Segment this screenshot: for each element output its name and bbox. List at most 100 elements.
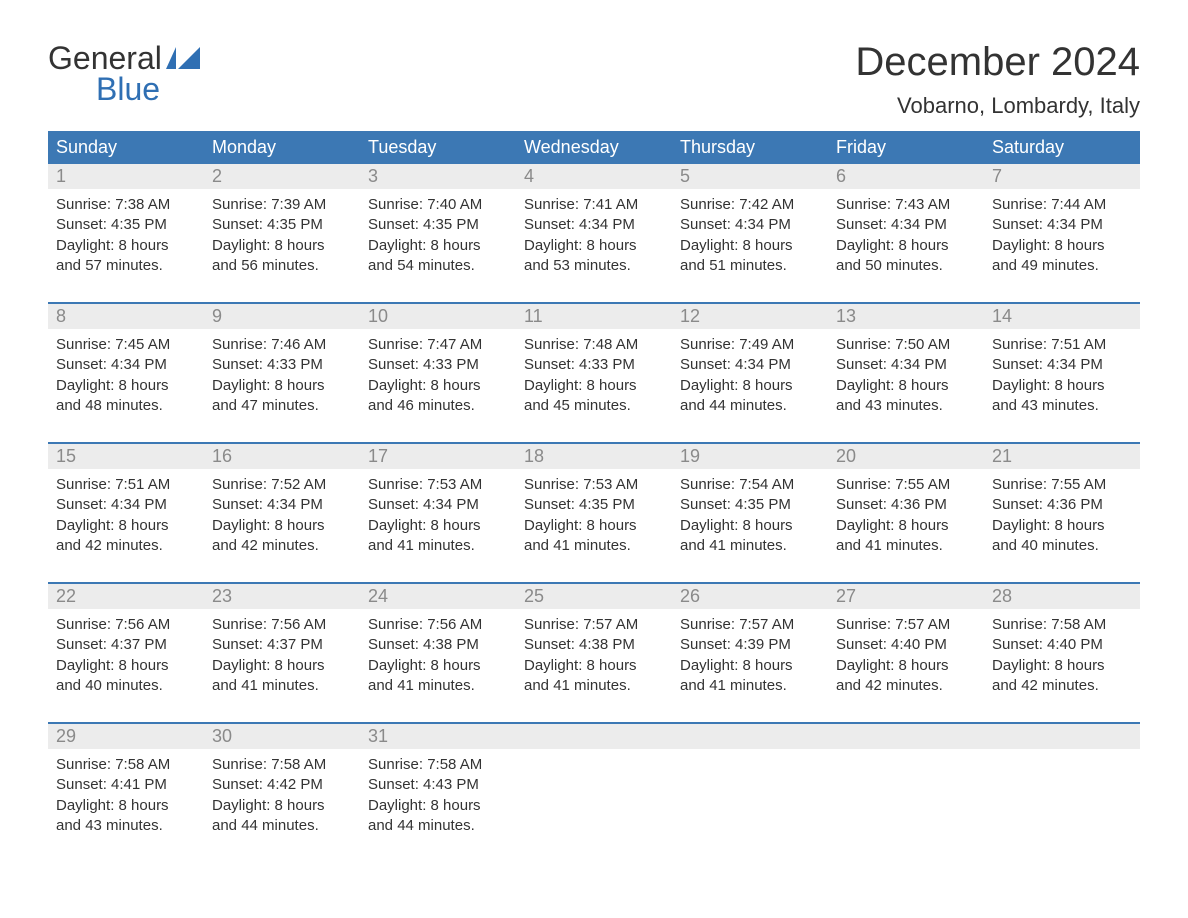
- day-body: Sunrise: 7:51 AMSunset: 4:34 PMDaylight:…: [48, 469, 204, 564]
- day-number: 15: [48, 444, 204, 469]
- day-number-row: 12: [672, 304, 828, 329]
- day-number-row: [828, 724, 984, 749]
- weekday-header: Tuesday: [360, 131, 516, 164]
- day-number: 26: [672, 584, 828, 609]
- day-number-row: 22: [48, 584, 204, 609]
- day-body: Sunrise: 7:50 AMSunset: 4:34 PMDaylight:…: [828, 329, 984, 424]
- daylight-line2: and 44 minutes.: [368, 816, 508, 836]
- daylight-line1: Daylight: 8 hours: [56, 796, 196, 816]
- daylight-line2: and 42 minutes.: [212, 536, 352, 556]
- calendar-day: 30Sunrise: 7:58 AMSunset: 4:42 PMDayligh…: [204, 724, 360, 844]
- day-number-row: 2: [204, 164, 360, 189]
- sunset-line: Sunset: 4:41 PM: [56, 775, 196, 795]
- sunset-line: Sunset: 4:36 PM: [992, 495, 1132, 515]
- day-number-row: 3: [360, 164, 516, 189]
- daylight-line2: and 43 minutes.: [56, 816, 196, 836]
- daylight-line1: Daylight: 8 hours: [680, 656, 820, 676]
- daylight-line1: Daylight: 8 hours: [836, 376, 976, 396]
- day-number: 27: [828, 584, 984, 609]
- daylight-line1: Daylight: 8 hours: [368, 656, 508, 676]
- day-number: 28: [984, 584, 1140, 609]
- sunset-line: Sunset: 4:42 PM: [212, 775, 352, 795]
- sunrise-line: Sunrise: 7:57 AM: [680, 615, 820, 635]
- day-body: Sunrise: 7:55 AMSunset: 4:36 PMDaylight:…: [984, 469, 1140, 564]
- sunrise-line: Sunrise: 7:46 AM: [212, 335, 352, 355]
- daylight-line2: and 44 minutes.: [680, 396, 820, 416]
- daylight-line2: and 41 minutes.: [680, 536, 820, 556]
- sunrise-line: Sunrise: 7:53 AM: [524, 475, 664, 495]
- sunrise-line: Sunrise: 7:47 AM: [368, 335, 508, 355]
- day-body: Sunrise: 7:51 AMSunset: 4:34 PMDaylight:…: [984, 329, 1140, 424]
- daylight-line2: and 44 minutes.: [212, 816, 352, 836]
- sunrise-line: Sunrise: 7:45 AM: [56, 335, 196, 355]
- day-body: Sunrise: 7:44 AMSunset: 4:34 PMDaylight:…: [984, 189, 1140, 284]
- calendar-day: [984, 724, 1140, 844]
- daylight-line2: and 42 minutes.: [992, 676, 1132, 696]
- daylight-line1: Daylight: 8 hours: [56, 656, 196, 676]
- calendar-day: 4Sunrise: 7:41 AMSunset: 4:34 PMDaylight…: [516, 164, 672, 284]
- sunrise-line: Sunrise: 7:58 AM: [368, 755, 508, 775]
- day-body: Sunrise: 7:46 AMSunset: 4:33 PMDaylight:…: [204, 329, 360, 424]
- brand-word2: Blue: [96, 71, 160, 108]
- day-body: Sunrise: 7:53 AMSunset: 4:35 PMDaylight:…: [516, 469, 672, 564]
- sunset-line: Sunset: 4:34 PM: [56, 355, 196, 375]
- weekday-header: Monday: [204, 131, 360, 164]
- calendar-day: 19Sunrise: 7:54 AMSunset: 4:35 PMDayligh…: [672, 444, 828, 564]
- sunrise-line: Sunrise: 7:57 AM: [524, 615, 664, 635]
- day-body: Sunrise: 7:42 AMSunset: 4:34 PMDaylight:…: [672, 189, 828, 284]
- daylight-line2: and 41 minutes.: [524, 676, 664, 696]
- daylight-line2: and 49 minutes.: [992, 256, 1132, 276]
- daylight-line2: and 43 minutes.: [836, 396, 976, 416]
- day-number: 1: [48, 164, 204, 189]
- daylight-line2: and 53 minutes.: [524, 256, 664, 276]
- day-number: 22: [48, 584, 204, 609]
- calendar-day: 6Sunrise: 7:43 AMSunset: 4:34 PMDaylight…: [828, 164, 984, 284]
- daylight-line2: and 56 minutes.: [212, 256, 352, 276]
- day-body: Sunrise: 7:58 AMSunset: 4:43 PMDaylight:…: [360, 749, 516, 844]
- day-body: Sunrise: 7:39 AMSunset: 4:35 PMDaylight:…: [204, 189, 360, 284]
- sunset-line: Sunset: 4:35 PM: [524, 495, 664, 515]
- daylight-line1: Daylight: 8 hours: [836, 236, 976, 256]
- page-header: General Blue December 2024 Vobarno, Lomb…: [48, 40, 1140, 119]
- daylight-line2: and 40 minutes.: [992, 536, 1132, 556]
- day-number: 14: [984, 304, 1140, 329]
- month-title: December 2024: [855, 40, 1140, 85]
- daylight-line1: Daylight: 8 hours: [992, 376, 1132, 396]
- day-body: Sunrise: 7:58 AMSunset: 4:42 PMDaylight:…: [204, 749, 360, 844]
- calendar-day: 15Sunrise: 7:51 AMSunset: 4:34 PMDayligh…: [48, 444, 204, 564]
- daylight-line2: and 54 minutes.: [368, 256, 508, 276]
- calendar-day: 23Sunrise: 7:56 AMSunset: 4:37 PMDayligh…: [204, 584, 360, 704]
- sunrise-line: Sunrise: 7:56 AM: [368, 615, 508, 635]
- day-number: 29: [48, 724, 204, 749]
- daylight-line1: Daylight: 8 hours: [212, 516, 352, 536]
- day-number: 23: [204, 584, 360, 609]
- sunrise-line: Sunrise: 7:58 AM: [56, 755, 196, 775]
- sunset-line: Sunset: 4:35 PM: [368, 215, 508, 235]
- sunset-line: Sunset: 4:34 PM: [368, 495, 508, 515]
- calendar-day: 9Sunrise: 7:46 AMSunset: 4:33 PMDaylight…: [204, 304, 360, 424]
- sunset-line: Sunset: 4:43 PM: [368, 775, 508, 795]
- daylight-line1: Daylight: 8 hours: [680, 236, 820, 256]
- day-number: 21: [984, 444, 1140, 469]
- calendar-day: 31Sunrise: 7:58 AMSunset: 4:43 PMDayligh…: [360, 724, 516, 844]
- day-number-row: 8: [48, 304, 204, 329]
- day-body: Sunrise: 7:58 AMSunset: 4:40 PMDaylight:…: [984, 609, 1140, 704]
- sunset-line: Sunset: 4:35 PM: [56, 215, 196, 235]
- sunrise-line: Sunrise: 7:44 AM: [992, 195, 1132, 215]
- daylight-line1: Daylight: 8 hours: [680, 516, 820, 536]
- calendar-day: 11Sunrise: 7:48 AMSunset: 4:33 PMDayligh…: [516, 304, 672, 424]
- calendar-day: 28Sunrise: 7:58 AMSunset: 4:40 PMDayligh…: [984, 584, 1140, 704]
- sunrise-line: Sunrise: 7:39 AM: [212, 195, 352, 215]
- weekday-header: Wednesday: [516, 131, 672, 164]
- sunrise-line: Sunrise: 7:40 AM: [368, 195, 508, 215]
- day-body: Sunrise: 7:38 AMSunset: 4:35 PMDaylight:…: [48, 189, 204, 284]
- calendar-day: 7Sunrise: 7:44 AMSunset: 4:34 PMDaylight…: [984, 164, 1140, 284]
- day-number: 3: [360, 164, 516, 189]
- sunrise-line: Sunrise: 7:42 AM: [680, 195, 820, 215]
- day-body: Sunrise: 7:48 AMSunset: 4:33 PMDaylight:…: [516, 329, 672, 424]
- calendar-day: 27Sunrise: 7:57 AMSunset: 4:40 PMDayligh…: [828, 584, 984, 704]
- day-body: Sunrise: 7:56 AMSunset: 4:38 PMDaylight:…: [360, 609, 516, 704]
- sunset-line: Sunset: 4:34 PM: [680, 215, 820, 235]
- day-number-row: 16: [204, 444, 360, 469]
- daylight-line2: and 43 minutes.: [992, 396, 1132, 416]
